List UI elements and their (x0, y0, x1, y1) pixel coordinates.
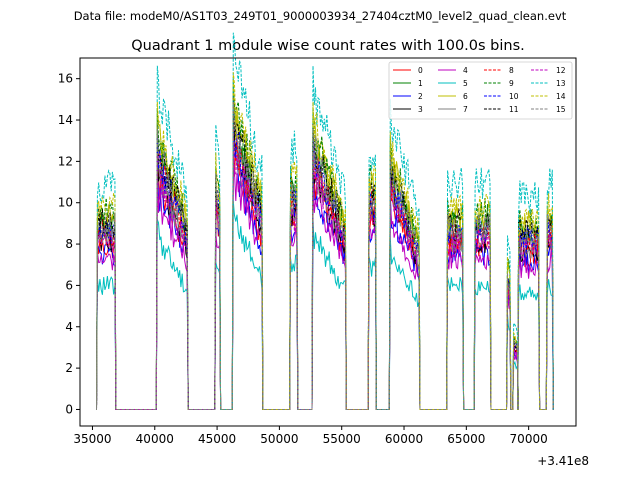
y-tick-label: 12 (58, 154, 73, 168)
legend-label: 7 (463, 105, 468, 114)
legend-label: 0 (418, 66, 423, 75)
legend-label: 3 (418, 105, 423, 114)
y-tick-label: 16 (58, 72, 73, 86)
legend-label: 15 (556, 105, 566, 114)
x-tick-label: 35000 (73, 432, 111, 446)
legend-label: 12 (556, 66, 566, 75)
series-line-4 (96, 158, 554, 410)
chart-title: Quadrant 1 module wise count rates with … (131, 38, 525, 54)
legend-label: 9 (509, 79, 514, 88)
series-line-15 (96, 102, 554, 410)
x-tick-label: 40000 (136, 432, 174, 446)
y-tick-label: 6 (65, 278, 73, 292)
legend-label: 6 (463, 92, 468, 101)
chart-suptitle: Data file: modeM0/AS1T03_249T01_90000039… (74, 9, 567, 23)
series-layer (96, 32, 554, 410)
series-line-10 (96, 108, 554, 410)
series-line-5 (96, 201, 554, 410)
legend-label: 10 (509, 92, 519, 101)
series-line-12 (96, 128, 554, 410)
y-tick-label: 8 (65, 237, 73, 251)
series-line-14 (96, 72, 554, 410)
y-tick-label: 10 (58, 196, 73, 210)
legend-label: 11 (509, 105, 519, 114)
legend-label: 1 (418, 79, 423, 88)
legend-label: 2 (418, 92, 423, 101)
legend-label: 5 (463, 79, 468, 88)
y-tick-label: 0 (65, 402, 73, 416)
x-axis: 35000 40000 45000 50000 55000 60000 65000 70000 (73, 426, 548, 446)
plot-frame (79, 57, 577, 427)
x-tick-label: 65000 (447, 432, 485, 446)
x-tick-label: 70000 (510, 432, 548, 446)
legend-label: 8 (509, 66, 514, 75)
y-tick-label: 2 (65, 361, 73, 375)
x-tick-label: 45000 (198, 432, 236, 446)
x-tick-label: 60000 (385, 432, 423, 446)
legend-label: 13 (556, 79, 566, 88)
x-tick-label: 55000 (323, 432, 361, 446)
series-line-13 (96, 32, 554, 410)
y-tick-label: 4 (65, 320, 73, 334)
legend-label: 4 (463, 66, 468, 75)
y-axis: 0 2 4 6 8 10 12 14 16 (58, 72, 80, 416)
x-offset-label: +3.41e8 (537, 454, 589, 468)
y-tick-label: 14 (58, 113, 73, 127)
legend-frame (388, 61, 573, 120)
legend-label: 14 (556, 92, 566, 101)
x-tick-label: 50000 (260, 432, 298, 446)
